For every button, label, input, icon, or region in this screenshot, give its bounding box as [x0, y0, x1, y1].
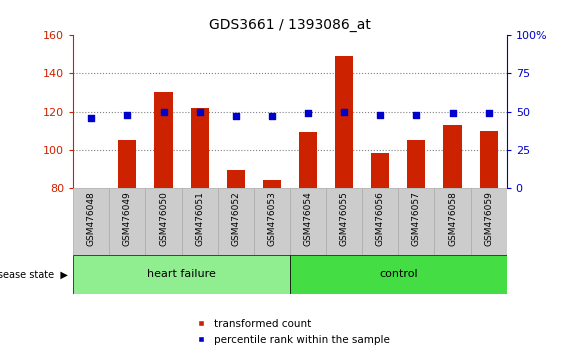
Bar: [335, 56, 353, 188]
Point: [412, 112, 421, 118]
Point: [303, 110, 312, 116]
Bar: [362, 188, 399, 255]
Point: [87, 115, 96, 120]
Text: control: control: [379, 269, 418, 279]
Point: [376, 112, 385, 118]
Bar: [73, 188, 109, 255]
Bar: [254, 188, 290, 255]
Bar: [181, 188, 218, 255]
Point: [448, 110, 457, 116]
Text: GSM476048: GSM476048: [87, 191, 96, 246]
Bar: [299, 132, 317, 188]
Bar: [263, 180, 281, 188]
Text: GSM476056: GSM476056: [376, 191, 385, 246]
Text: GSM476050: GSM476050: [159, 191, 168, 246]
Bar: [118, 140, 136, 188]
Text: disease state  ▶: disease state ▶: [0, 269, 68, 279]
Bar: [145, 188, 181, 255]
Text: GSM476054: GSM476054: [303, 191, 312, 246]
Point: [339, 109, 348, 114]
Bar: [444, 125, 462, 188]
Point: [123, 112, 132, 118]
Text: GSM476051: GSM476051: [195, 191, 204, 246]
Point: [231, 113, 240, 119]
Bar: [290, 255, 507, 294]
Text: GSM476052: GSM476052: [231, 191, 240, 246]
Text: GSM476057: GSM476057: [412, 191, 421, 246]
Bar: [73, 255, 290, 294]
Bar: [435, 188, 471, 255]
Text: GSM476059: GSM476059: [484, 191, 493, 246]
Bar: [227, 171, 245, 188]
Bar: [471, 188, 507, 255]
Point: [159, 109, 168, 114]
Legend: transformed count, percentile rank within the sample: transformed count, percentile rank withi…: [191, 315, 394, 349]
Text: GSM476058: GSM476058: [448, 191, 457, 246]
Point: [195, 109, 204, 114]
Bar: [326, 188, 362, 255]
Text: GSM476053: GSM476053: [267, 191, 276, 246]
Title: GDS3661 / 1393086_at: GDS3661 / 1393086_at: [209, 18, 371, 32]
Bar: [218, 188, 254, 255]
Point: [267, 113, 276, 119]
Bar: [371, 153, 389, 188]
Text: heart failure: heart failure: [147, 269, 216, 279]
Text: GSM476055: GSM476055: [339, 191, 348, 246]
Bar: [191, 108, 209, 188]
Bar: [109, 188, 145, 255]
Bar: [154, 92, 172, 188]
Bar: [408, 140, 426, 188]
Point: [484, 110, 493, 116]
Bar: [399, 188, 435, 255]
Bar: [480, 131, 498, 188]
Bar: [290, 188, 326, 255]
Text: GSM476049: GSM476049: [123, 191, 132, 246]
